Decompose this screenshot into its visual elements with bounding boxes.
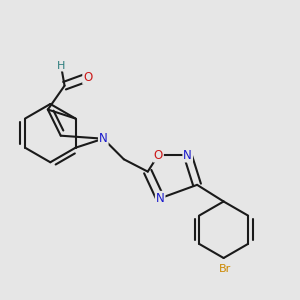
Text: O: O: [154, 148, 163, 162]
Text: N: N: [156, 192, 165, 205]
Text: Br: Br: [218, 264, 231, 274]
Text: N: N: [99, 132, 108, 145]
Text: H: H: [57, 61, 65, 70]
Text: O: O: [83, 71, 92, 84]
Text: N: N: [183, 148, 192, 162]
